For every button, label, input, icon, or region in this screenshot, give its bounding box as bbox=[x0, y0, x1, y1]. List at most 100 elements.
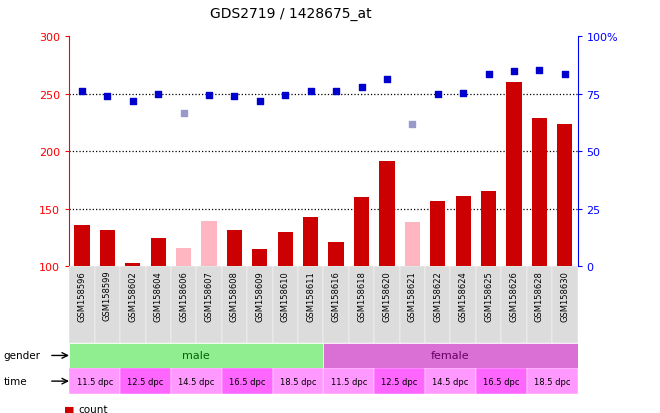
Bar bbox=[481, 192, 496, 266]
Text: GSM158625: GSM158625 bbox=[484, 270, 493, 321]
FancyBboxPatch shape bbox=[247, 266, 273, 343]
Bar bbox=[303, 217, 318, 266]
FancyBboxPatch shape bbox=[171, 266, 197, 343]
FancyBboxPatch shape bbox=[425, 368, 476, 394]
Point bbox=[306, 89, 316, 95]
FancyBboxPatch shape bbox=[323, 368, 374, 394]
Point bbox=[127, 98, 138, 104]
Bar bbox=[532, 119, 547, 266]
FancyBboxPatch shape bbox=[400, 266, 425, 343]
Text: gender: gender bbox=[3, 351, 40, 361]
FancyBboxPatch shape bbox=[323, 343, 578, 368]
Point bbox=[77, 89, 87, 95]
Text: 14.5 dpc: 14.5 dpc bbox=[432, 377, 469, 386]
Bar bbox=[150, 239, 166, 266]
Text: GSM158622: GSM158622 bbox=[433, 270, 442, 321]
Text: 14.5 dpc: 14.5 dpc bbox=[178, 377, 214, 386]
Text: female: female bbox=[431, 351, 470, 361]
Bar bbox=[506, 83, 521, 266]
Point bbox=[229, 93, 240, 100]
Text: GSM158606: GSM158606 bbox=[179, 270, 188, 321]
Text: GSM158616: GSM158616 bbox=[331, 270, 341, 321]
Bar bbox=[176, 248, 191, 266]
FancyBboxPatch shape bbox=[450, 266, 476, 343]
Text: GSM158624: GSM158624 bbox=[459, 270, 468, 321]
Text: GSM158628: GSM158628 bbox=[535, 270, 544, 321]
Point bbox=[407, 121, 418, 128]
FancyBboxPatch shape bbox=[527, 368, 578, 394]
Point bbox=[534, 67, 544, 74]
Bar bbox=[75, 225, 90, 266]
Bar bbox=[455, 197, 471, 266]
Point bbox=[356, 84, 367, 91]
FancyBboxPatch shape bbox=[69, 343, 323, 368]
Text: time: time bbox=[3, 376, 27, 386]
Point bbox=[331, 89, 341, 95]
Bar bbox=[100, 231, 115, 266]
Text: 18.5 dpc: 18.5 dpc bbox=[534, 377, 570, 386]
Text: GSM158607: GSM158607 bbox=[205, 270, 214, 321]
Point bbox=[509, 68, 519, 75]
Bar bbox=[125, 263, 141, 266]
FancyBboxPatch shape bbox=[222, 266, 247, 343]
FancyBboxPatch shape bbox=[298, 266, 323, 343]
Bar bbox=[557, 124, 572, 266]
FancyBboxPatch shape bbox=[69, 368, 120, 394]
Text: GSM158620: GSM158620 bbox=[382, 270, 391, 321]
Text: 12.5 dpc: 12.5 dpc bbox=[381, 377, 418, 386]
FancyBboxPatch shape bbox=[171, 368, 222, 394]
Point bbox=[381, 76, 392, 83]
FancyBboxPatch shape bbox=[527, 266, 552, 343]
Point bbox=[458, 90, 469, 97]
Bar bbox=[252, 249, 267, 266]
FancyBboxPatch shape bbox=[95, 266, 120, 343]
Bar bbox=[354, 198, 369, 266]
FancyBboxPatch shape bbox=[476, 266, 502, 343]
FancyBboxPatch shape bbox=[273, 266, 298, 343]
FancyBboxPatch shape bbox=[374, 368, 425, 394]
Text: 16.5 dpc: 16.5 dpc bbox=[229, 377, 265, 386]
Text: GDS2719 / 1428675_at: GDS2719 / 1428675_at bbox=[210, 7, 371, 21]
FancyBboxPatch shape bbox=[502, 266, 527, 343]
Bar bbox=[329, 242, 344, 266]
Text: GSM158610: GSM158610 bbox=[280, 270, 290, 321]
Point bbox=[178, 111, 189, 117]
Text: GSM158618: GSM158618 bbox=[357, 270, 366, 321]
Bar bbox=[430, 201, 446, 266]
FancyBboxPatch shape bbox=[273, 368, 323, 394]
FancyBboxPatch shape bbox=[552, 266, 578, 343]
Point bbox=[280, 93, 290, 99]
Text: 16.5 dpc: 16.5 dpc bbox=[483, 377, 519, 386]
Text: count: count bbox=[78, 404, 108, 413]
FancyBboxPatch shape bbox=[120, 266, 145, 343]
Bar bbox=[405, 223, 420, 266]
Point bbox=[432, 91, 443, 98]
Text: GSM158626: GSM158626 bbox=[510, 270, 519, 321]
Bar bbox=[379, 162, 395, 266]
Text: male: male bbox=[182, 351, 211, 361]
FancyBboxPatch shape bbox=[425, 266, 450, 343]
Text: GSM158609: GSM158609 bbox=[255, 270, 265, 321]
Text: 11.5 dpc: 11.5 dpc bbox=[331, 377, 367, 386]
Point bbox=[153, 91, 164, 98]
FancyBboxPatch shape bbox=[348, 266, 374, 343]
Text: 11.5 dpc: 11.5 dpc bbox=[77, 377, 113, 386]
Text: GSM158599: GSM158599 bbox=[103, 270, 112, 321]
Text: ■: ■ bbox=[64, 404, 75, 413]
FancyBboxPatch shape bbox=[120, 368, 171, 394]
Point bbox=[204, 93, 214, 99]
Text: GSM158608: GSM158608 bbox=[230, 270, 239, 321]
Point bbox=[483, 72, 494, 78]
Point bbox=[102, 93, 113, 100]
FancyBboxPatch shape bbox=[197, 266, 222, 343]
Point bbox=[560, 72, 570, 78]
Bar bbox=[201, 222, 216, 266]
FancyBboxPatch shape bbox=[69, 266, 95, 343]
Text: 18.5 dpc: 18.5 dpc bbox=[280, 377, 316, 386]
Text: 12.5 dpc: 12.5 dpc bbox=[127, 377, 164, 386]
Text: GSM158604: GSM158604 bbox=[154, 270, 163, 321]
Text: GSM158630: GSM158630 bbox=[560, 270, 570, 321]
Point bbox=[255, 98, 265, 104]
Bar bbox=[227, 231, 242, 266]
FancyBboxPatch shape bbox=[476, 368, 527, 394]
